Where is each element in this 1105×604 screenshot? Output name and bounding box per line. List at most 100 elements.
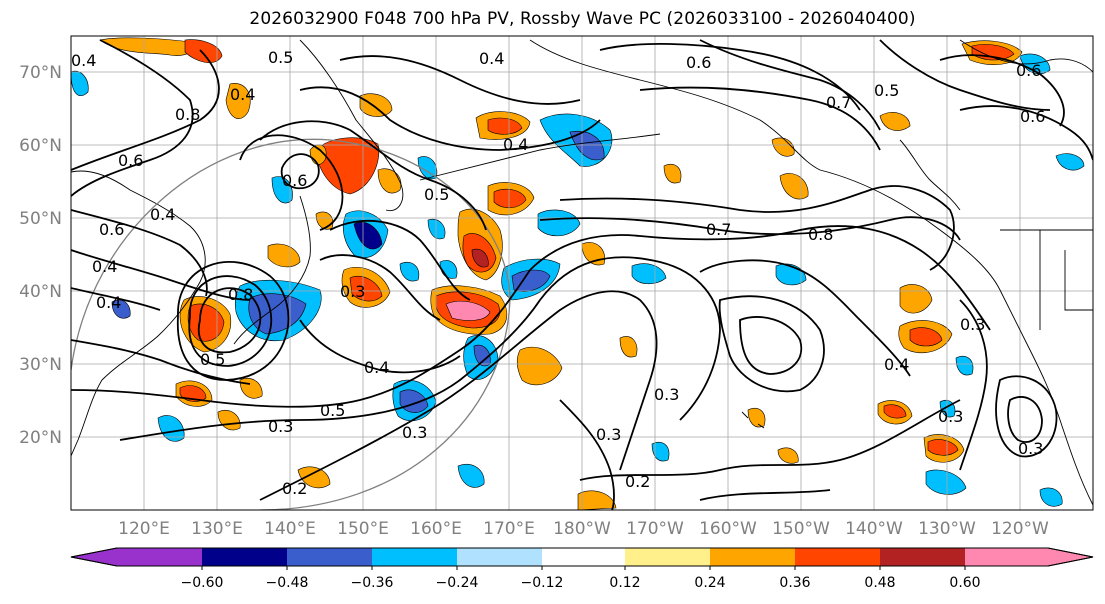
anomaly-patch (879, 112, 911, 131)
anomaly-patch (1019, 53, 1051, 75)
pv-contour (71, 39, 194, 197)
contour-label: 0.2 (625, 472, 650, 491)
contour-label: 0.3 (402, 423, 427, 442)
colorbar-tick-label: 0.24 (694, 575, 725, 591)
contour-label: 0.4 (150, 205, 175, 224)
map-content: 0.5 0.4 0.6 0.7 0.8 0.6 0.7 0.6 0.4 0.5 … (71, 36, 1093, 510)
pv-contour (339, 55, 581, 105)
colorbar-swatch (287, 548, 372, 566)
lon-label: 140°E (264, 519, 316, 539)
border-states (1039, 230, 1093, 330)
lon-label: 130°E (191, 519, 243, 539)
contour-label: 0.3 (340, 282, 365, 301)
pv-contour (280, 153, 320, 190)
contour-label: 0.4 (92, 257, 117, 276)
coastline-bc-inlets (899, 139, 961, 211)
pv-contour (995, 375, 1058, 458)
contour-label: 0.3 (938, 407, 963, 426)
lat-label: 20°N (19, 428, 62, 448)
pv-contour (197, 287, 262, 354)
anomaly-patch (184, 39, 223, 63)
lat-label: 70°N (19, 63, 62, 83)
lon-label: 130°W (918, 519, 976, 539)
contour-label: 0.5 (200, 350, 225, 369)
colorbar-swatch (795, 548, 880, 566)
pv-contour (299, 319, 461, 374)
longitude-labels: 120°E 130°E 140°E 150°E 160°E 170°E 180°… (118, 519, 1049, 539)
lat-label: 50°N (19, 209, 62, 229)
anomaly-patch (427, 218, 446, 240)
anomaly-patch (457, 464, 485, 488)
pv-contour (939, 54, 1065, 127)
colorbar-ticks (201, 566, 966, 570)
contour-label: 0.4 (364, 358, 389, 377)
anomaly-patch (297, 466, 331, 489)
anomaly-patch (445, 300, 491, 321)
lon-label: 120°W (991, 519, 1049, 539)
coastline-alaska (529, 39, 1093, 506)
colorbar-tick-label: 0.60 (949, 575, 980, 591)
contour-label: 0.8 (808, 225, 833, 244)
lon-label: 170°E (483, 519, 535, 539)
anomaly-patch (569, 130, 605, 161)
contour-labels: 0.5 0.4 0.6 0.7 0.8 0.6 0.7 0.6 0.4 0.5 … (71, 48, 1045, 498)
contour-label: 0.4 (96, 293, 121, 312)
anomaly-patch (399, 261, 420, 282)
pv-contour (71, 249, 251, 301)
contour-label: 0.4 (479, 49, 504, 68)
colorbar-tick-labels: −0.60 −0.48 −0.36 −0.24 −0.12 0.12 0.24 … (181, 575, 981, 591)
pv-contours (71, 39, 1093, 510)
contour-label: 0.3 (268, 417, 293, 436)
colorbar-tick-label: −0.48 (266, 575, 309, 591)
colorbar-tick-label: −0.36 (351, 575, 394, 591)
lon-label: 140°W (845, 519, 903, 539)
pv-anomaly-shading (71, 37, 1085, 510)
anomaly-patch (1055, 153, 1085, 171)
lon-label: 150°W (772, 519, 830, 539)
pv-contour (718, 295, 825, 393)
lat-label: 60°N (19, 136, 62, 156)
pv-contour (259, 120, 487, 231)
anomaly-patch (651, 441, 670, 462)
lat-label: 40°N (19, 282, 62, 302)
pv-contour (239, 134, 344, 231)
anomaly-patch (248, 293, 307, 335)
lon-label: 180°W (553, 519, 611, 539)
contour-label: 0.6 (282, 171, 307, 190)
anomaly-patch (471, 248, 489, 268)
pv-contour (699, 489, 831, 501)
anomaly-patch (516, 346, 563, 386)
lon-label: 170°W (626, 519, 684, 539)
anomaly-patch (927, 439, 959, 456)
contour-label: 0.3 (654, 385, 679, 404)
anomaly-patch (955, 355, 974, 376)
pv-contour (699, 39, 881, 131)
pv-contour (71, 339, 251, 385)
anomaly-patch (925, 469, 967, 495)
anomaly-patch (899, 284, 933, 314)
pv-contour (959, 299, 988, 471)
map-border (70, 35, 1094, 511)
contour-label: 0.5 (320, 401, 345, 420)
colorbar-swatch (457, 548, 542, 566)
latitude-labels: 70°N 60°N 50°N 40°N 30°N 20°N (19, 63, 62, 448)
contour-label: 0.5 (424, 185, 449, 204)
coastline-aleutians (419, 133, 661, 181)
anomaly-patch (619, 336, 638, 358)
contour-label: 0.5 (874, 81, 899, 100)
contour-label: 0.4 (71, 51, 96, 70)
colorbar-swatch (71, 548, 117, 566)
contour-label: 0.5 (268, 48, 293, 67)
pv-contour (71, 49, 220, 171)
colorbar-tick-label: 0.48 (864, 575, 895, 591)
pv-contour (559, 185, 955, 271)
pv-contour (739, 316, 803, 375)
pv-contour (579, 399, 961, 481)
anomaly-patch (487, 117, 523, 135)
anomaly-patch (747, 407, 766, 428)
anomaly-patch (377, 168, 402, 194)
coastlines (71, 39, 1093, 506)
contour-label: 0.6 (686, 53, 711, 72)
pv-contour (71, 225, 991, 408)
